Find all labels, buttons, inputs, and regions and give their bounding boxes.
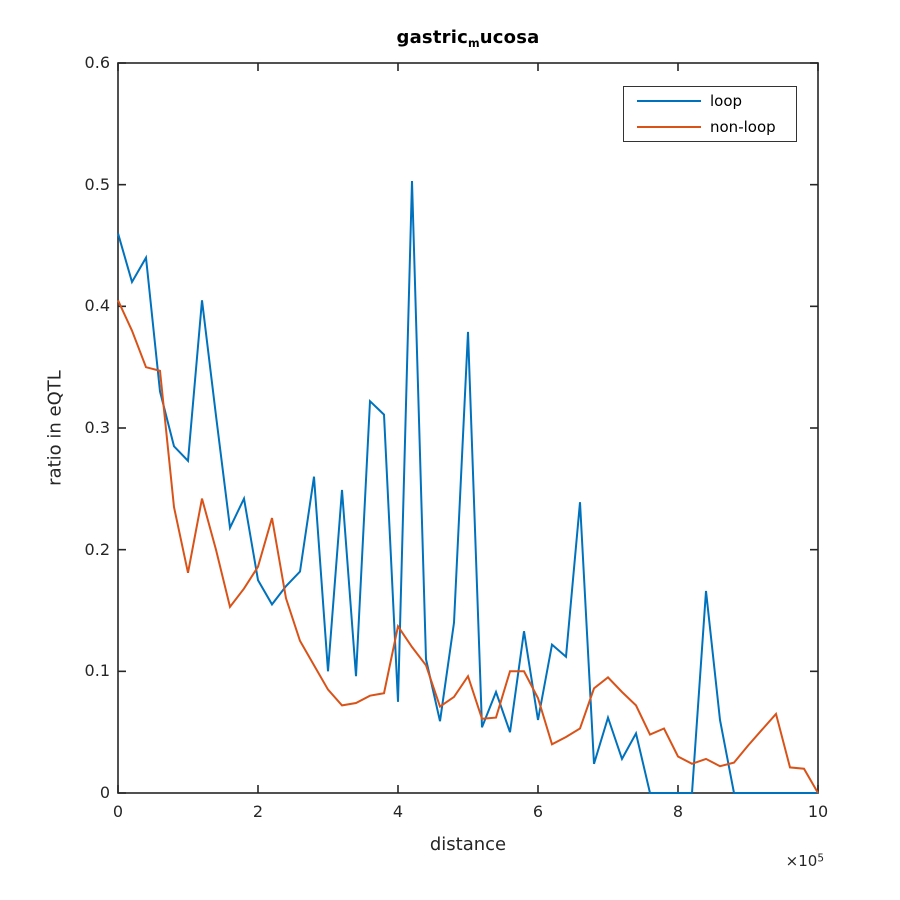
legend-entry-non-loop: non-loop bbox=[624, 114, 796, 140]
chart-title-subscript: m bbox=[467, 36, 480, 50]
y-tick-label: 0.5 bbox=[84, 174, 110, 194]
legend: loop non-loop bbox=[623, 86, 797, 142]
y-tick-label: 0.1 bbox=[84, 661, 110, 681]
x-tick-label: 8 bbox=[672, 802, 684, 821]
x-tick-label: 4 bbox=[392, 802, 404, 821]
x-axis-offset-label: ×105 bbox=[786, 852, 824, 870]
y-tick-label: 0 bbox=[99, 783, 110, 802]
legend-entry-loop: loop bbox=[624, 88, 796, 114]
axes-box bbox=[117, 62, 819, 794]
x-tick-label: 2 bbox=[252, 802, 264, 821]
x-tick-label: 6 bbox=[532, 802, 544, 821]
legend-line-sample-non-loop bbox=[637, 126, 701, 129]
offset-base: ×10 bbox=[785, 852, 818, 870]
chart-title-prefix: gastric bbox=[396, 27, 468, 48]
chart-title: gastricmucosa bbox=[118, 27, 818, 50]
x-tick-label: 0 bbox=[112, 802, 124, 821]
legend-label-non-loop: non-loop bbox=[710, 118, 776, 137]
y-tick-label: 0.6 bbox=[84, 53, 110, 72]
y-tick-label: 0.3 bbox=[84, 418, 110, 437]
x-axis-label: distance bbox=[429, 834, 507, 855]
legend-label-loop: loop bbox=[710, 91, 743, 110]
series-line-non-loop bbox=[117, 299, 819, 794]
y-tick-label: 0.2 bbox=[84, 539, 110, 559]
y-tick-label: 0.4 bbox=[84, 296, 110, 316]
offset-exponent: 5 bbox=[817, 852, 824, 865]
series-line-loop bbox=[117, 180, 818, 794]
legend-line-sample-loop bbox=[637, 99, 701, 102]
x-tick-label: 10 bbox=[807, 802, 829, 821]
chart-title-suffix: ucosa bbox=[479, 27, 540, 48]
